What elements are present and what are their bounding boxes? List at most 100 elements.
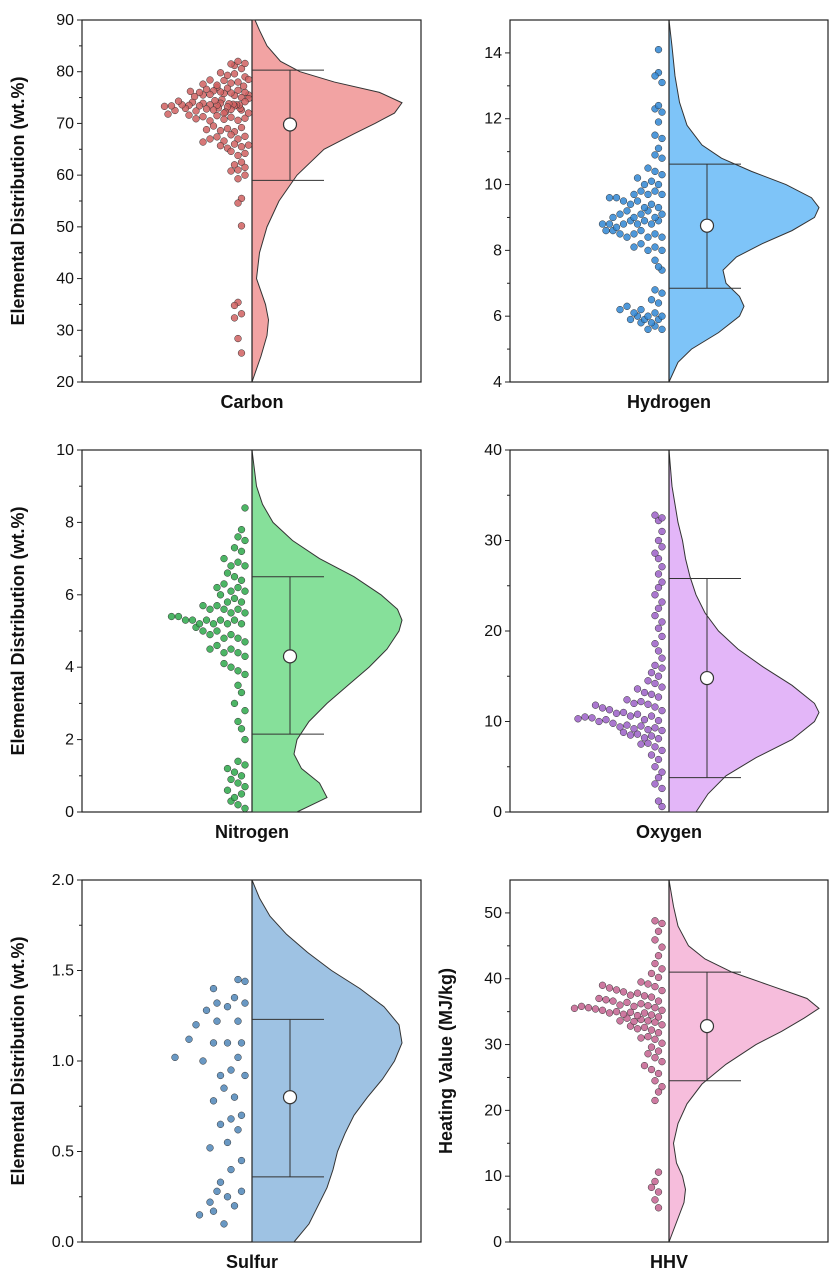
hydrogen-data-point <box>633 220 642 228</box>
hydrogen-data-point <box>651 243 659 251</box>
nitrogen-data-point <box>174 612 183 621</box>
hydrogen-data-point <box>651 167 659 176</box>
sulfur-data-point <box>185 1035 193 1043</box>
carbon-data-point <box>202 85 211 93</box>
carbon-data-point <box>213 133 221 141</box>
hydrogen-data-point <box>658 289 666 297</box>
carbon-data-point <box>220 109 228 117</box>
hhv-data-point <box>658 1058 666 1066</box>
hydrogen-data-point <box>616 230 624 238</box>
hhv-data-point <box>605 984 614 992</box>
hhv-mean-marker <box>699 1019 715 1034</box>
hhv-data-point <box>651 959 659 968</box>
sulfur-data-point <box>209 1207 218 1215</box>
hhv-data-point <box>654 1029 663 1037</box>
hydrogen-violin-shape <box>668 19 820 383</box>
nitrogen-data-point <box>230 594 239 603</box>
carbon-data-point <box>234 199 242 207</box>
oxygen-data-point <box>574 715 582 723</box>
hhv-data-point <box>651 936 659 944</box>
nitrogen-data-point <box>213 583 221 592</box>
hhv-data-point <box>654 997 663 1005</box>
oxygen-data-point <box>654 672 663 680</box>
hydrogen-data-point <box>623 233 631 241</box>
nitrogen-data-point <box>216 616 225 624</box>
hydrogen-data-point <box>619 220 628 228</box>
nitrogen-data-point <box>216 591 225 599</box>
hhv-data-point <box>654 1013 663 1021</box>
hhv-data-point <box>658 965 666 973</box>
hydrogen-data-point <box>626 315 635 324</box>
carbon-data-point <box>244 109 253 117</box>
hydrogen-data-point <box>644 246 652 255</box>
hhv-data-point <box>654 1069 663 1078</box>
carbon-ytick-label: 80 <box>56 64 74 81</box>
hhv-data-point <box>633 989 642 997</box>
carbon-data-point <box>234 166 242 174</box>
hydrogen-mean-marker <box>699 218 715 233</box>
oxygen-data-point <box>651 591 659 599</box>
carbon-data-point <box>237 310 246 318</box>
oxygen-data-point <box>658 514 666 522</box>
nitrogen-data-point <box>220 580 228 588</box>
oxygen-data-point <box>630 699 638 708</box>
oxygen-data-point <box>658 802 666 811</box>
hhv-data-point <box>654 1088 663 1096</box>
nitrogen-data-point <box>223 786 232 794</box>
carbon-data-point <box>216 142 225 150</box>
hhv-data-point <box>602 996 610 1004</box>
oxygen-data-point <box>658 784 666 793</box>
oxygen-data-point <box>602 716 610 724</box>
hydrogen-data-point <box>644 312 652 320</box>
carbon-data-point <box>230 314 239 322</box>
nitrogen-category-label: Nitrogen <box>215 822 289 842</box>
oxygen-data-point <box>581 713 589 721</box>
carbon-data-point <box>202 105 211 113</box>
oxygen-data-point <box>658 563 666 571</box>
oxygen-data-point <box>651 549 659 557</box>
hydrogen-ytick-label: 10 <box>484 177 502 194</box>
hydrogen-data-point <box>605 220 614 228</box>
hhv-data-point <box>647 1065 656 1074</box>
hhv-data-point <box>644 1050 652 1058</box>
carbon-data-point <box>220 76 228 85</box>
hydrogen-data-point <box>647 200 656 208</box>
oxygen-data-point <box>658 706 666 715</box>
oxygen-data-point <box>626 731 635 739</box>
sulfur-data-point <box>234 1017 242 1025</box>
carbon-data-point <box>174 97 183 105</box>
sulfur-data-point <box>209 1097 218 1105</box>
carbon-data-point <box>192 115 200 123</box>
nitrogen-data-point <box>237 547 246 556</box>
hydrogen-data-point <box>651 309 659 317</box>
sulfur-data-point <box>220 1220 228 1228</box>
hydrogen-data-point <box>637 210 645 218</box>
hydrogen-data-point <box>637 187 645 195</box>
sulfur-data-point <box>230 1202 239 1210</box>
sulfur-data-point <box>223 1039 232 1047</box>
oxygen-data-point <box>647 668 656 677</box>
nitrogen-data-point <box>213 627 221 635</box>
oxygen-data-point <box>651 640 659 648</box>
carbon-data-point <box>209 106 218 114</box>
oxygen-data-point <box>658 598 666 606</box>
carbon-data-point <box>216 127 225 135</box>
oxygen-data-point <box>654 536 663 545</box>
oxygen-data-point <box>588 714 596 722</box>
hhv-data-point <box>647 1183 656 1192</box>
carbon-data-point <box>241 59 249 68</box>
carbon-data-point <box>227 79 235 87</box>
hydrogen-data-point <box>658 154 666 162</box>
nitrogen-data-point <box>227 775 235 784</box>
carbon-data-point <box>216 69 225 77</box>
nitrogen-data-point <box>220 634 228 642</box>
hhv-data-point <box>654 952 663 960</box>
nitrogen-data-point <box>195 620 204 628</box>
nitrogen-data-point <box>241 638 249 646</box>
sulfur-data-point <box>216 1071 225 1080</box>
hhv-data-point <box>637 1000 645 1008</box>
hydrogen-data-point <box>640 180 649 189</box>
hydrogen-data-point <box>602 226 610 235</box>
nitrogen-data-point <box>241 804 249 813</box>
hhv-ytick-label: 30 <box>484 1037 502 1054</box>
